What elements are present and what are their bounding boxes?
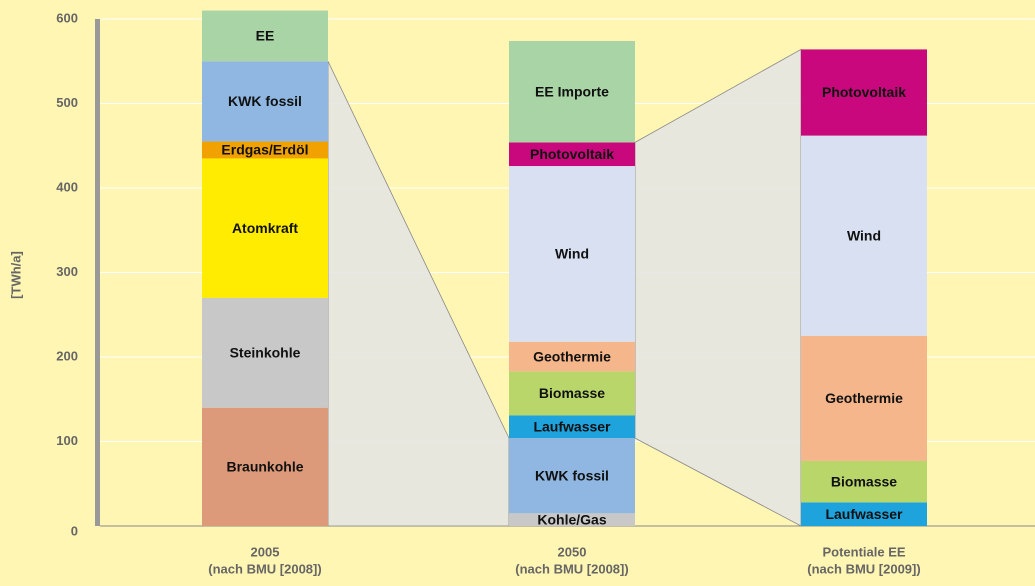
segment-label: Biomasse <box>831 473 897 489</box>
bar-segment <box>801 49 927 136</box>
y-axis <box>95 19 100 526</box>
bar-segment <box>801 135 927 336</box>
bar-segment <box>202 158 328 298</box>
y-tick-label: 600 <box>56 10 78 25</box>
segment-label: Kohle/Gas <box>537 511 606 527</box>
bar-segment <box>509 341 635 372</box>
x-tick-label: (nach BMU [2009]) <box>807 561 920 576</box>
bar-segment <box>509 415 635 439</box>
bar-segment <box>509 371 635 416</box>
segment-label: EE Importe <box>535 83 609 99</box>
x-tick-label: (nach BMU [2008]) <box>208 561 321 576</box>
segment-label: Laufwasser <box>825 506 903 522</box>
bar-segment <box>801 502 927 526</box>
segment-label: Wind <box>555 246 589 262</box>
x-tick-label: 2050 <box>558 544 587 559</box>
bar-segment <box>509 142 635 167</box>
bar-segment <box>202 141 328 159</box>
segment-label: Wind <box>847 227 881 243</box>
bar-segment <box>202 297 328 408</box>
bar-segment <box>202 10 328 62</box>
segment-label: EE <box>256 28 275 44</box>
bar-segment <box>801 335 927 461</box>
y-tick-label: 300 <box>56 264 78 279</box>
segment-label: Steinkohle <box>230 344 301 360</box>
y-tick-label: 400 <box>56 179 78 194</box>
y-tick-label: 0 <box>71 523 78 538</box>
bar-segment <box>202 61 328 142</box>
segment-label: Laufwasser <box>533 418 611 434</box>
segment-label: Photovoltaik <box>530 146 614 162</box>
segment-label: Geothermie <box>825 390 903 406</box>
segment-label: KWK fossil <box>535 467 609 483</box>
y-tick-label: 100 <box>56 433 78 448</box>
x-tick-label: (nach BMU [2008]) <box>515 561 628 576</box>
y-axis-label: [TWh/a] <box>8 251 23 299</box>
bar-segment <box>509 166 635 342</box>
x-tick-label: 2005 <box>251 544 280 559</box>
bar-segment <box>202 407 328 526</box>
y-tick-label: 200 <box>56 348 78 363</box>
segment-label: Biomasse <box>539 385 605 401</box>
segment-label: Erdgas/Erdöl <box>221 142 308 158</box>
bar-segment <box>509 513 635 526</box>
y-tick-label: 500 <box>56 95 78 110</box>
bar-segment <box>509 40 635 143</box>
segment-label: KWK fossil <box>228 93 302 109</box>
segment-label: Braunkohle <box>226 459 303 475</box>
bar-segment <box>509 438 635 514</box>
bar-segment <box>801 460 927 503</box>
x-tick-label: Potentiale EE <box>822 544 905 559</box>
segment-label: Photovoltaik <box>822 84 906 100</box>
segment-label: Atomkraft <box>232 220 298 236</box>
segment-label: Geothermie <box>533 348 611 364</box>
